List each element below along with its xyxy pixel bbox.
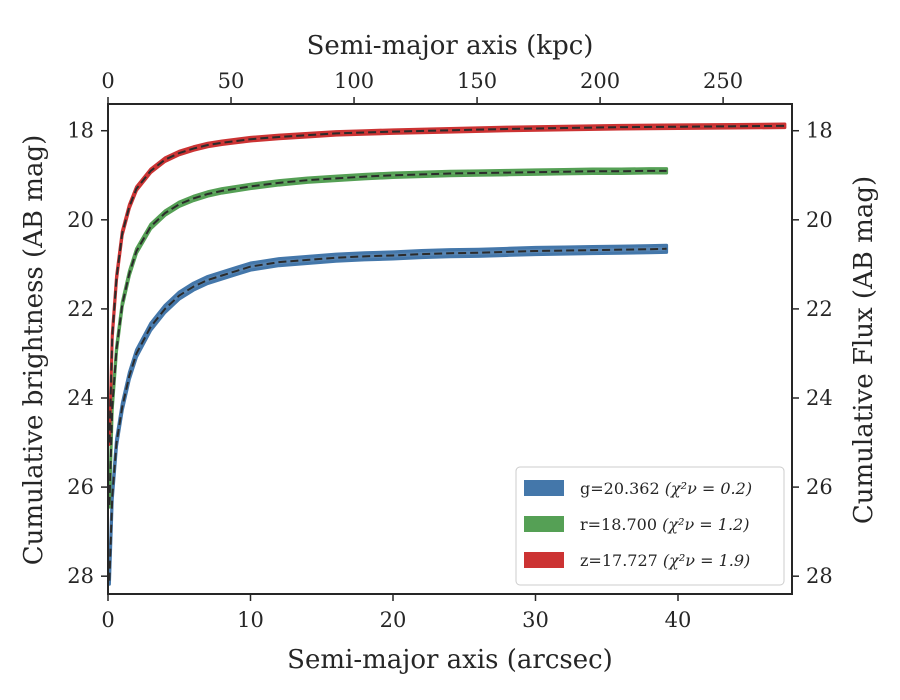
x-tick-label: 40 — [665, 608, 692, 632]
legend-series-name: g=20.362 — [580, 479, 665, 498]
legend-swatch-1 — [524, 516, 564, 532]
legend-label-1: r=18.700 (χ²ν = 1.2) — [580, 515, 749, 534]
y2-tick-label: 24 — [806, 386, 833, 410]
x2-tick-label: 150 — [457, 69, 497, 93]
legend-series-name: z=17.727 — [580, 551, 663, 570]
y-tick-label: 28 — [67, 564, 94, 588]
series-model-line-2 — [108, 124, 785, 443]
legend-swatch-0 — [524, 480, 564, 496]
x2-tick-label: 0 — [101, 69, 114, 93]
y2-tick-label: 26 — [806, 475, 833, 499]
y-axis-ticks: 18 18 20 20 22 22 24 24 26 26 28 28 — [67, 119, 832, 588]
legend-series-name: r=18.700 — [580, 515, 662, 534]
y-tick-label: 18 — [67, 119, 94, 143]
plot-frame — [107, 103, 793, 595]
legend-label-2: z=17.727 (χ²ν = 1.9) — [580, 551, 750, 570]
x2-axis-ticks: 0 50 100 150 200 250 — [101, 69, 743, 104]
y2-tick-label: 28 — [806, 564, 833, 588]
legend-box — [515, 466, 785, 586]
legend-label-0: g=20.362 (χ²ν = 0.2) — [580, 479, 752, 498]
y2-tick-label: 18 — [806, 119, 833, 143]
series-model-line-1 — [108, 169, 667, 505]
x-tick-label: 20 — [380, 608, 407, 632]
series-lines — [108, 124, 785, 581]
legend-swatch-2 — [524, 552, 564, 568]
series-band-1 — [107, 167, 669, 509]
series-band-2 — [107, 122, 787, 446]
x2-tick-label: 200 — [580, 69, 620, 93]
uncertainty-bands — [107, 122, 787, 586]
x-tick-label: 30 — [522, 608, 549, 632]
y-tick-label: 24 — [67, 386, 94, 410]
x-axis-label: Semi-major axis (arcsec) — [287, 645, 613, 675]
legend-chi-value: (χ²ν = 1.2) — [662, 515, 749, 534]
y2-axis-label: Cumulative Flux (AB mag) — [849, 176, 879, 524]
x-tick-label: 0 — [101, 608, 114, 632]
y-axis-label: Cumulative brightness (AB mag) — [19, 135, 49, 566]
series-model-line-0 — [108, 247, 667, 581]
x-tick-label: 10 — [237, 608, 264, 632]
y-tick-label: 22 — [67, 297, 94, 321]
y2-tick-label: 20 — [806, 208, 833, 232]
x2-axis-label: Semi-major axis (kpc) — [307, 31, 594, 61]
x2-tick-label: 50 — [218, 69, 245, 93]
y2-tick-label: 22 — [806, 297, 833, 321]
legend-chi-value: (χ²ν = 0.2) — [665, 479, 752, 498]
x2-tick-label: 250 — [703, 69, 743, 93]
x-axis-ticks: 0 10 20 30 40 — [101, 594, 691, 632]
legend: g=20.362 (χ²ν = 0.2)r=18.700 (χ²ν = 1.2)… — [515, 466, 785, 586]
y-tick-label: 20 — [67, 208, 94, 232]
y-tick-label: 26 — [67, 475, 94, 499]
x2-tick-label: 100 — [334, 69, 374, 93]
legend-chi-value: (χ²ν = 1.9) — [663, 551, 750, 570]
series-band-0 — [107, 243, 669, 586]
